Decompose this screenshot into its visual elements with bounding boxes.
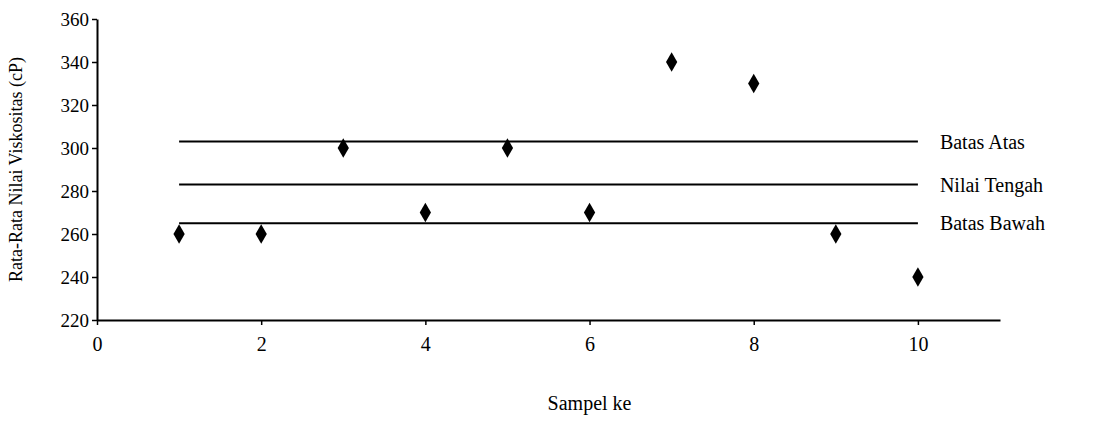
x-tick-mark [97,320,99,325]
reference-line [179,184,918,186]
reference-line [179,222,918,224]
y-tick-label: 220 [61,310,90,331]
point [256,224,267,244]
x-tick: 4 [421,320,431,355]
x-axis-line [98,320,1001,322]
x-tick-label: 0 [93,333,103,355]
y-tick-label: 360 [61,9,90,30]
x-axis: 0 2 4 6 8 10 [93,320,1001,355]
point [666,52,677,72]
y-tick-mark [92,62,97,64]
y-axis-title: Rata-Rata Nilai Viskositas (cP) [6,57,27,282]
y-tick: 360 [61,9,98,30]
y-tick-mark [92,277,97,279]
x-tick-mark [261,320,263,325]
y-tick: 300 [61,138,98,159]
y-tick-mark [92,105,97,107]
y-tick: 240 [61,267,98,288]
y-tick: 260 [61,224,98,245]
point [420,203,431,223]
y-tick-label: 300 [61,138,90,159]
y-tick: 320 [61,95,98,116]
x-axis-title: Sampel ke [548,392,632,415]
x-tick-label: 10 [908,333,928,355]
x-tick-mark [589,320,591,325]
point [584,203,595,223]
series-labels: Batas Atas Nilai Tengah Batas Bawah [940,131,1045,235]
marks [173,52,923,287]
line-label: Batas Bawah [940,212,1045,234]
x-tick: 6 [585,320,595,355]
y-tick: 340 [61,52,98,73]
y-axis: 220 240 260 280 300 320 340 360 [61,9,98,331]
x-tick: 0 [93,320,103,355]
x-tick-mark [425,320,427,325]
line-label: Batas Atas [940,131,1025,153]
y-tick: 220 [61,310,98,331]
x-tick-label: 2 [257,333,267,355]
x-tick-mark [753,320,755,325]
plot: 220 240 260 280 300 320 340 360 0 2 4 6 8 10 Batas Ata… [61,9,1045,356]
point [830,224,841,244]
x-tick-label: 6 [585,333,595,355]
y-tick-mark [92,191,97,193]
y-tick-mark [92,148,97,150]
y-tick-mark [92,234,97,236]
x-tick-label: 4 [421,333,431,355]
y-tick-label: 240 [61,267,90,288]
x-tick-label: 8 [749,333,759,355]
y-tick-label: 280 [61,181,90,202]
y-tick: 280 [61,181,98,202]
point [748,74,759,94]
chart: 220 240 260 280 300 320 340 360 0 2 4 6 8 10 Batas Ata… [0,0,1094,430]
point [912,267,923,287]
y-tick-mark [92,320,97,322]
x-tick: 8 [749,320,759,355]
y-tick-mark [92,19,97,21]
x-tick: 2 [257,320,267,355]
y-tick-label: 320 [61,95,90,116]
reference-line [179,141,918,143]
line-label: Nilai Tengah [940,174,1043,197]
x-tick-mark [918,320,920,325]
point [173,224,184,244]
y-tick-label: 260 [61,224,90,245]
y-tick-label: 340 [61,52,90,73]
x-tick: 10 [908,320,928,355]
y-axis-line [97,20,99,321]
